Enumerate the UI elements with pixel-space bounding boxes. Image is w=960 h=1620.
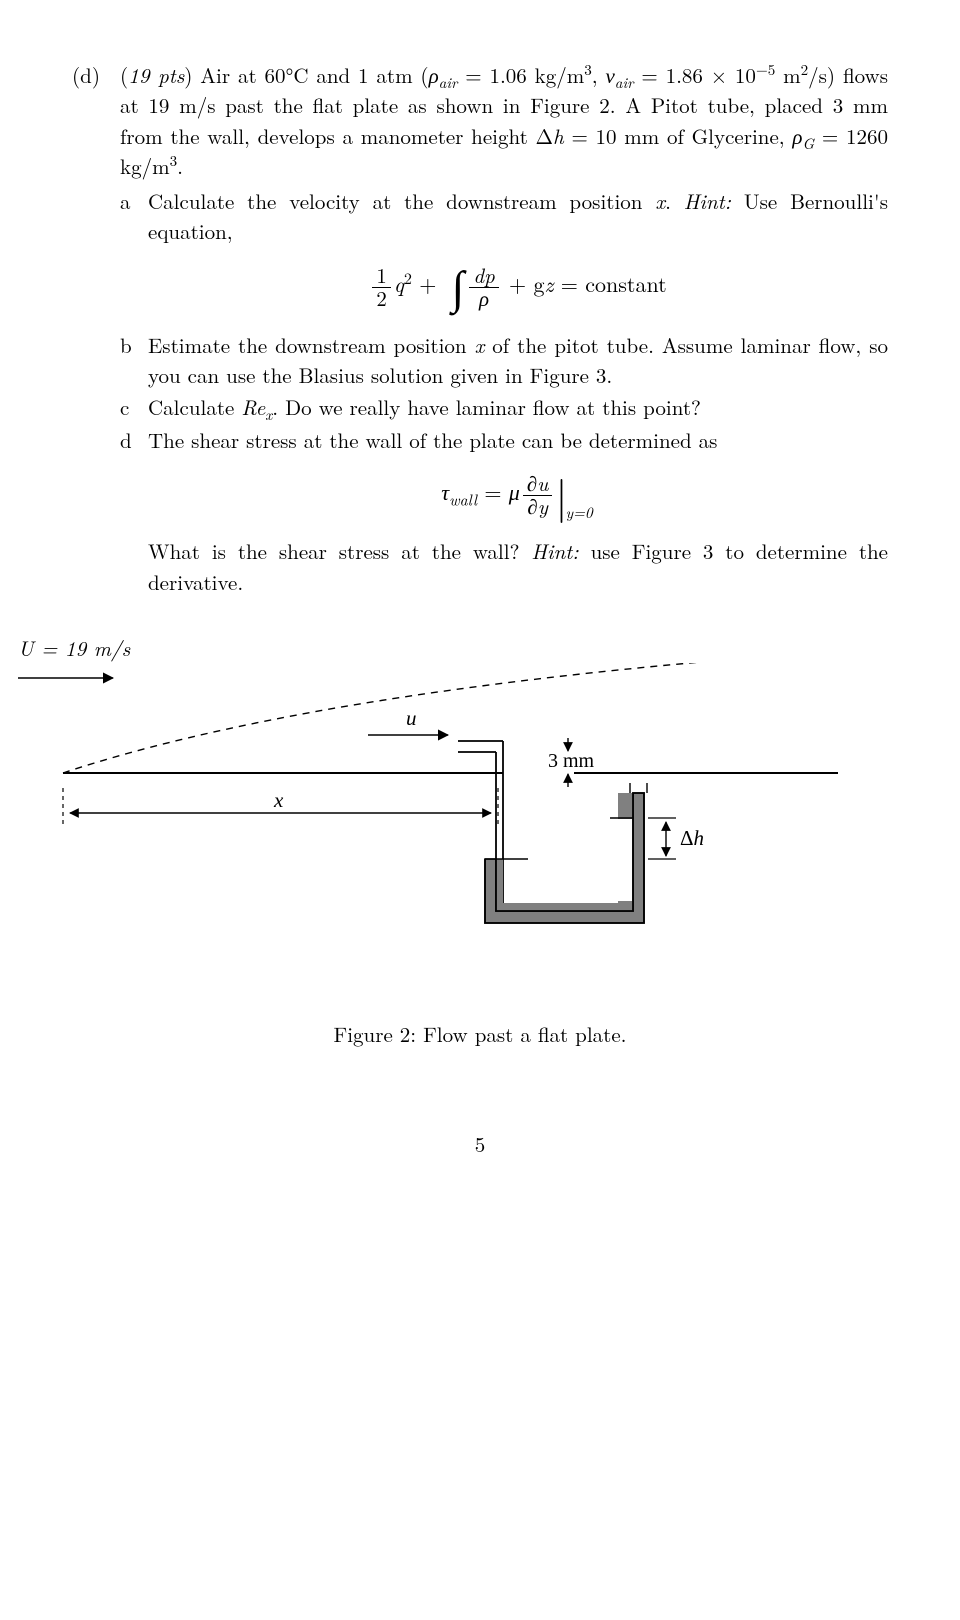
eq-rho: ρ bbox=[469, 288, 498, 310]
part-b-body: Estimate the downstream position x of th… bbox=[148, 330, 888, 391]
part-b-label: b bbox=[120, 330, 148, 360]
part-d-hint-label: Hint: bbox=[531, 536, 578, 566]
wall-shear-eq: τwall = μ∂u∂y|y=0 bbox=[148, 473, 888, 518]
problem-label: (d) bbox=[72, 60, 120, 90]
integral-sign: ∫ bbox=[452, 271, 465, 299]
manometer bbox=[485, 793, 644, 923]
page-number: 5 bbox=[72, 1129, 888, 1159]
part-d-body: The shear stress at the wall of the plat… bbox=[148, 425, 888, 597]
figure-svg: u 3 mm x bbox=[18, 663, 838, 983]
problem-intro: (19 pts) Air at 60°C and 1 atm (ρair = 1… bbox=[120, 60, 888, 182]
x-label: x bbox=[273, 788, 284, 812]
eq-den: 2 bbox=[372, 288, 390, 310]
freestream-label: U = 19 m/s bbox=[18, 633, 130, 663]
part-d-label: d bbox=[120, 425, 148, 455]
part-a-body: Calculate the velocity at the downstream… bbox=[148, 186, 888, 328]
part-c: c Calculate Rex. Do we really have lamin… bbox=[120, 392, 888, 422]
dh-label: Δh bbox=[680, 826, 704, 850]
eq2-wall: wall bbox=[449, 488, 477, 511]
part-a-label: a bbox=[120, 186, 148, 216]
boundary-layer-curve bbox=[63, 663, 838, 773]
u-label: u bbox=[406, 706, 417, 730]
part-c-body: Calculate Rex. Do we really have laminar… bbox=[148, 392, 888, 422]
part-d-text-before: The shear stress at the wall of the plat… bbox=[148, 425, 717, 455]
bernoulli-eq: 12q2 + ∫dpρ + gz = constant bbox=[148, 265, 888, 310]
part-c-label: c bbox=[120, 392, 148, 422]
part-a-hint-label: Hint: bbox=[684, 186, 731, 216]
eq2-eq: = μ bbox=[477, 476, 520, 507]
eq-rest: + gz = constant bbox=[502, 268, 667, 299]
sub-parts: a Calculate the velocity at the downstre… bbox=[120, 186, 888, 597]
part-d: d The shear stress at the wall of the pl… bbox=[120, 425, 888, 597]
eval-sub: y=0 bbox=[566, 502, 593, 523]
problem-body: (19 pts) Air at 60°C and 1 atm (ρair = 1… bbox=[120, 60, 888, 597]
part-a-text: Calculate the velocity at the downstream… bbox=[148, 186, 671, 216]
eq2-tau: τ bbox=[441, 476, 449, 507]
part-d-after: What is the shear stress at the wall? bbox=[148, 536, 531, 566]
freestream-label-row: U = 19 m/s bbox=[18, 633, 834, 663]
eq2-dy: ∂y bbox=[523, 496, 553, 518]
eq-q: q bbox=[394, 268, 404, 299]
part-a: a Calculate the velocity at the downstre… bbox=[120, 186, 888, 328]
figure-2: U = 19 m/s u 3 mm bbox=[72, 633, 888, 1049]
figure-caption: Figure 2: Flow past a flat plate. bbox=[72, 1019, 888, 1049]
problem-d: (d) (19 pts) Air at 60°C and 1 atm (ρair… bbox=[72, 60, 888, 597]
gap-label: 3 mm bbox=[548, 750, 595, 772]
part-b: b Estimate the downstream position x of … bbox=[120, 330, 888, 391]
